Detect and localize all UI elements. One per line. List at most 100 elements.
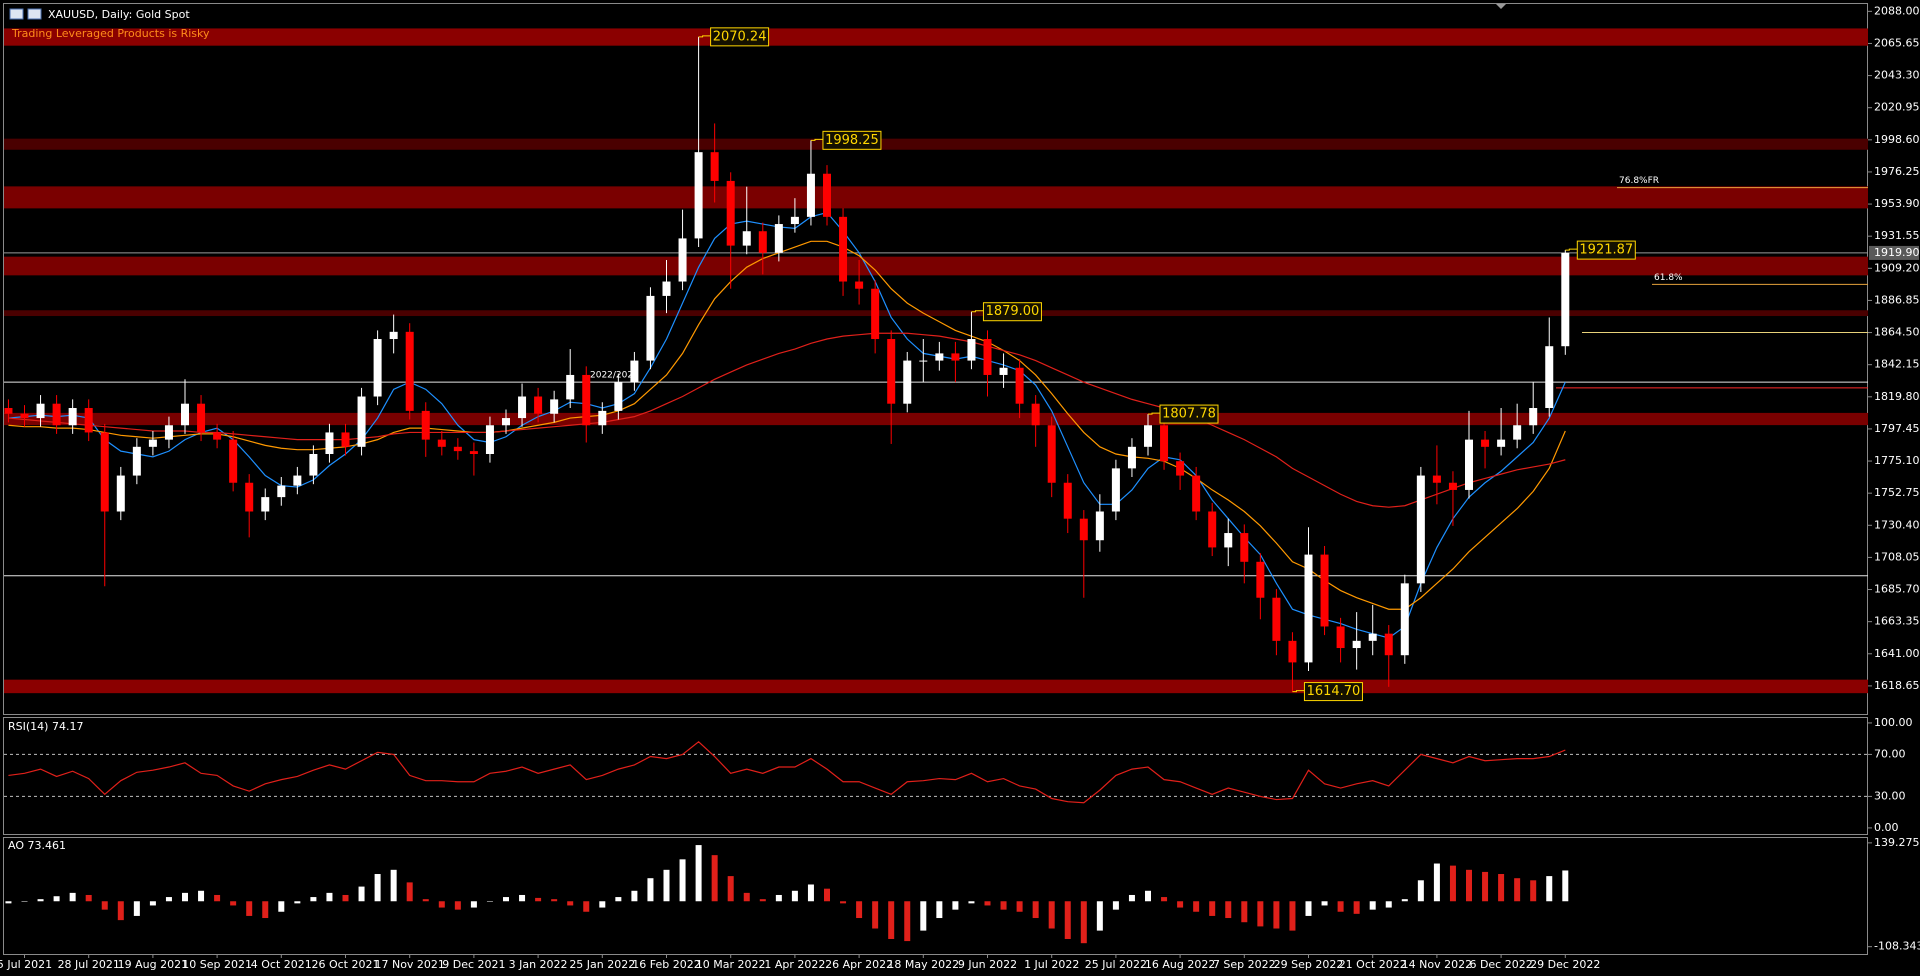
annotation-connector: [1292, 690, 1305, 693]
annotation-box: [1303, 682, 1363, 702]
annotation-connector: [1565, 248, 1578, 251]
candle-body: [421, 410, 430, 440]
candle-body: [1561, 252, 1570, 347]
candle-body: [726, 180, 735, 246]
x-tick-label: 10 Sep 2021: [182, 958, 252, 971]
y-tick-label: 1618.65: [1874, 679, 1920, 692]
y-tick-label: 100.00: [1874, 716, 1913, 729]
candle-body: [1079, 518, 1088, 541]
ao-bar: [69, 892, 76, 902]
y-tick-label: 2088.00: [1874, 4, 1920, 17]
annotation-box: [1576, 240, 1636, 260]
x-tick-label: 10 Mar 2022: [696, 958, 766, 971]
candle-body: [1111, 468, 1120, 512]
y-tick-label: 1752.75: [1874, 486, 1920, 499]
ao-bar: [775, 894, 782, 902]
candle-body: [1063, 482, 1072, 519]
ao-bar: [1482, 871, 1489, 902]
candle-body: [132, 446, 141, 476]
candle-body: [357, 396, 366, 447]
ao-bar: [663, 869, 670, 902]
candle-body: [1144, 425, 1152, 447]
candle-body: [245, 482, 254, 512]
candle-body: [213, 432, 222, 440]
moving-average: [8, 332, 1566, 508]
ao-bar: [278, 901, 285, 912]
candle-body: [1545, 346, 1554, 409]
ao-bar: [1112, 901, 1119, 910]
y-tick-label: 1641.00: [1874, 647, 1920, 660]
zone-band: [4, 679, 1868, 694]
ao-bar: [1401, 899, 1408, 902]
candle-body: [1465, 439, 1473, 490]
y-tick-label: 1886.85: [1874, 293, 1920, 306]
annotation-label: 1614.70: [1307, 684, 1361, 699]
candle-body: [485, 425, 494, 455]
ao-bar: [358, 886, 365, 902]
y-tick-label: 1953.90: [1874, 197, 1920, 210]
candle-body: [1432, 475, 1441, 483]
x-tick-label: 26 Apr 2022: [825, 958, 893, 971]
ao-bar: [888, 901, 895, 939]
annotation-label: 1998.25: [825, 133, 879, 148]
candle-body: [341, 432, 350, 447]
y-tick-label: 1797.45: [1874, 422, 1920, 435]
candle-body: [373, 339, 382, 397]
annotation-connector: [810, 138, 823, 141]
ao-bar: [53, 896, 60, 902]
candle-body: [1368, 633, 1377, 641]
candle-body: [1384, 633, 1393, 656]
candle-body: [1095, 511, 1104, 541]
ao-bar: [791, 890, 798, 902]
ao-bar: [711, 855, 718, 902]
x-tick-label: 6 Dec 2022: [1469, 958, 1532, 971]
last-price-box: [1869, 245, 1919, 260]
candle-body: [405, 331, 414, 411]
icon[interactable]: [9, 8, 24, 20]
symbol-icons[interactable]: [9, 8, 42, 20]
ao-bar: [631, 890, 638, 902]
ao-bar: [1353, 901, 1360, 914]
y-tick-label: 1909.20: [1874, 261, 1920, 274]
ao-bar: [1177, 901, 1184, 908]
rsi-pane-frame: [3, 717, 1868, 835]
ao-bar: [695, 845, 702, 902]
x-tick-label: 29 Dec 2022: [1530, 958, 1600, 971]
candle-body: [550, 399, 559, 414]
candle-body: [694, 152, 703, 239]
ao-bar: [1530, 880, 1537, 902]
y-tick-label: -108.343: [1874, 940, 1920, 953]
candle-body: [1015, 367, 1024, 404]
candle-body: [566, 374, 575, 400]
annotation-box: [1159, 404, 1219, 424]
annotation-box: [710, 27, 770, 47]
candle-body: [20, 413, 29, 419]
ao-bar: [1064, 901, 1071, 939]
price-pane-frame: [3, 3, 1868, 715]
ao-bar: [5, 901, 12, 904]
candle-body: [742, 231, 751, 246]
ao-bar: [1562, 870, 1569, 902]
candle-body: [1513, 425, 1522, 440]
ao-bar: [1466, 869, 1472, 902]
ao-bar: [133, 901, 140, 916]
ao-pane-frame: [3, 837, 1868, 955]
candle-body: [1208, 511, 1217, 548]
icon[interactable]: [27, 8, 42, 20]
ao-bar: [1225, 901, 1232, 919]
candle-body: [630, 360, 639, 383]
ao-bar: [1385, 901, 1392, 908]
candle-body: [999, 367, 1008, 375]
ao-bar: [486, 901, 493, 902]
candle-body: [229, 439, 238, 483]
ao-bar: [310, 897, 317, 902]
candle-body: [951, 353, 960, 361]
x-tick-label: 26 Oct 2021: [311, 958, 379, 971]
candle-body: [52, 403, 61, 426]
annotation-label: 1921.87: [1579, 243, 1633, 258]
fib-label: 61.8%: [1654, 273, 1683, 283]
candle-body: [4, 408, 13, 414]
y-tick-label: 1998.60: [1874, 133, 1920, 146]
ao-bar: [1128, 894, 1135, 902]
